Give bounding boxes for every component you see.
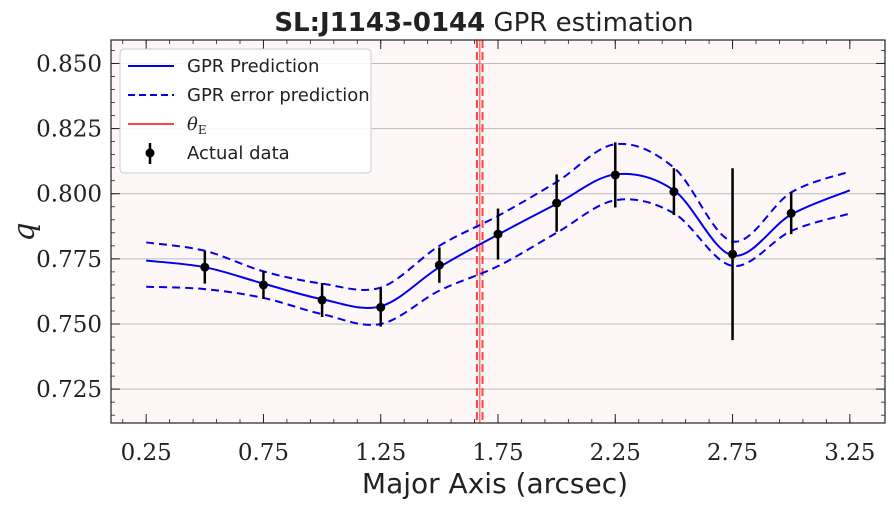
xtick-label-2: 1.25 — [355, 440, 406, 466]
actual-data-point-5 — [493, 229, 503, 239]
axis-ticks — [111, 40, 885, 423]
actual-data-point-0 — [200, 262, 210, 272]
xtick-label-1: 0.75 — [238, 440, 289, 466]
actual-data-point-4 — [434, 260, 444, 270]
actual-data-point-9 — [728, 249, 738, 259]
legend-label-gpr-prediction: GPR Prediction — [187, 56, 319, 77]
legend-label-theta-sub: E — [198, 123, 207, 137]
ytick-label-1: 0.750 — [36, 312, 102, 338]
chart-title-bold: SL:J1143-0144 — [274, 8, 485, 38]
chart-title: SL:J1143-0144 GPR estimation — [274, 8, 693, 38]
xtick-label-0: 0.25 — [121, 440, 172, 466]
legend-label-gpr-error: GPR error prediction — [187, 85, 370, 106]
x-axis-label: Major Axis (arcsec) — [362, 467, 628, 500]
ytick-label-2: 0.775 — [36, 247, 102, 273]
ytick-label-0: 0.725 — [36, 377, 102, 403]
legend: GPR Prediction GPR error prediction θE A… — [119, 48, 372, 174]
y-tick-labels: 0.725 0.750 0.775 0.800 0.825 0.850 — [36, 51, 102, 403]
actual-data-points — [200, 142, 796, 341]
legend-swatch-actual-data-point — [145, 148, 155, 158]
legend-label-actual-data: Actual data — [187, 143, 290, 164]
x-tick-labels: 0.25 0.75 1.25 1.75 2.25 2.75 3.25 — [121, 440, 876, 466]
legend-box — [119, 48, 372, 174]
xtick-label-4: 2.25 — [590, 440, 641, 466]
ytick-label-4: 0.825 — [36, 117, 102, 143]
y-axis-label: q — [7, 222, 42, 241]
actual-data-point-1 — [258, 280, 268, 290]
xtick-label-5: 2.75 — [707, 440, 758, 466]
actual-data-point-10 — [786, 208, 796, 218]
xtick-label-3: 1.75 — [472, 440, 523, 466]
actual-data-point-2 — [317, 295, 327, 305]
ytick-label-3: 0.800 — [36, 182, 102, 208]
chart-title-rest: GPR estimation — [485, 8, 693, 38]
legend-label-theta-main: θ — [187, 114, 198, 135]
actual-data-point-3 — [376, 302, 386, 312]
xtick-label-6: 3.25 — [824, 440, 875, 466]
actual-data-point-7 — [610, 170, 620, 180]
ytick-label-5: 0.850 — [36, 51, 102, 77]
actual-data-point-6 — [552, 198, 562, 208]
actual-data-point-8 — [669, 187, 679, 197]
legend-label-theta-e: θE — [187, 114, 207, 137]
theta-e-lines — [475, 40, 484, 423]
